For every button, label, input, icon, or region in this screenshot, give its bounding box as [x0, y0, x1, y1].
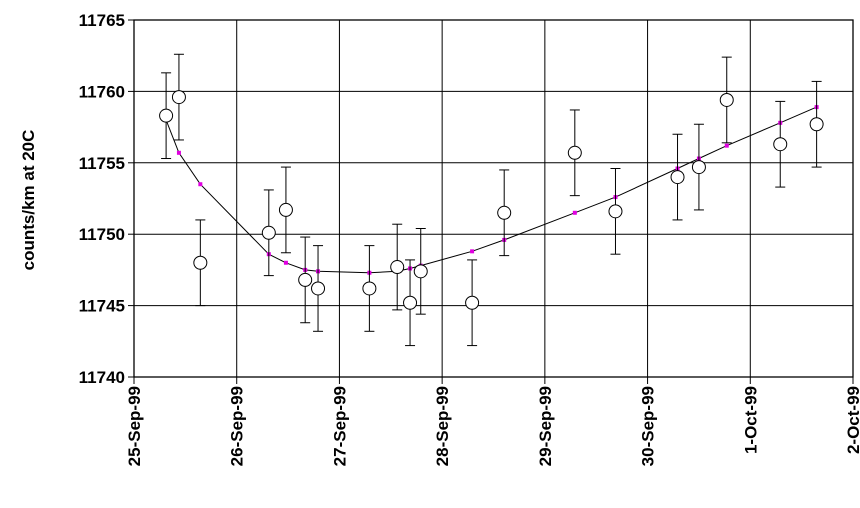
data-point — [311, 245, 326, 332]
data-point — [298, 236, 313, 324]
x-tick-label: 28-Sep-99 — [433, 386, 452, 466]
fit-marker — [198, 182, 203, 187]
data-point-marker — [193, 255, 208, 270]
grid — [133, 19, 854, 378]
data-point-marker — [278, 202, 293, 217]
y-tick-label: 11740 — [79, 368, 125, 387]
data-point — [261, 189, 276, 277]
fit-marker — [470, 249, 475, 254]
x-axis-ticks: 25-Sep-99 26-Sep-99 27-Sep-99 28-Sep-99 29-S… — [125, 377, 860, 466]
y-tick-label: 11745 — [79, 297, 125, 316]
data-point — [719, 56, 734, 144]
data-point — [278, 166, 293, 254]
data-point-marker — [809, 117, 824, 132]
data-point — [670, 133, 685, 221]
data-point — [691, 123, 706, 211]
x-tick-label: 25-Sep-99 — [125, 386, 144, 466]
data-point-marker — [261, 225, 276, 240]
data-point-marker — [413, 264, 428, 279]
data-point-marker — [691, 160, 706, 175]
data-point-marker — [465, 295, 480, 310]
y-tick-label: 11750 — [79, 225, 125, 244]
data-point-marker — [159, 108, 174, 123]
data-point — [773, 100, 788, 188]
data-point-marker — [403, 295, 418, 310]
data-point — [567, 109, 582, 197]
y-axis-title: counts/km at 20C — [19, 130, 38, 271]
data-point-marker — [670, 170, 685, 185]
y-tick-label: 11765 — [79, 11, 125, 30]
data-point-marker — [497, 205, 512, 220]
data-point-marker — [390, 260, 405, 275]
data-point-marker — [298, 272, 313, 287]
data-point — [413, 227, 428, 315]
data-point — [809, 80, 824, 168]
data-point — [403, 259, 418, 347]
x-tick-label: 30-Sep-99 — [639, 386, 658, 466]
x-tick-label: 1-Oct-99 — [741, 386, 760, 454]
y-tick-label: 11760 — [79, 82, 125, 101]
data-point — [497, 169, 512, 257]
data-point-marker — [311, 281, 326, 296]
x-tick-label: 29-Sep-99 — [536, 386, 555, 466]
data-point-marker — [171, 90, 186, 105]
data-point — [171, 53, 186, 141]
y-axis-ticks: 11740 11745 11750 11755 11760 11765 — [79, 11, 134, 387]
data-point — [159, 72, 174, 160]
data-point — [362, 245, 377, 332]
data-point — [465, 259, 480, 347]
x-tick-label: 2-Oct-99 — [844, 386, 860, 454]
data-point-marker — [608, 204, 623, 219]
plot-area-border — [133, 19, 854, 378]
fit-marker — [283, 260, 288, 265]
data-point-marker — [362, 281, 377, 296]
x-tick-label: 26-Sep-99 — [228, 386, 247, 466]
data-point — [390, 223, 405, 311]
data-point — [608, 168, 623, 255]
fit-marker — [176, 150, 181, 155]
fit-marker — [572, 210, 577, 215]
fit-marker — [724, 143, 729, 148]
data-point-marker — [567, 145, 582, 160]
data-point — [193, 219, 208, 307]
data-points-group — [159, 53, 824, 347]
x-tick-label: 27-Sep-99 — [330, 386, 349, 466]
y-tick-label: 11755 — [79, 154, 125, 173]
data-point-marker — [719, 92, 734, 107]
data-point-marker — [773, 137, 788, 152]
